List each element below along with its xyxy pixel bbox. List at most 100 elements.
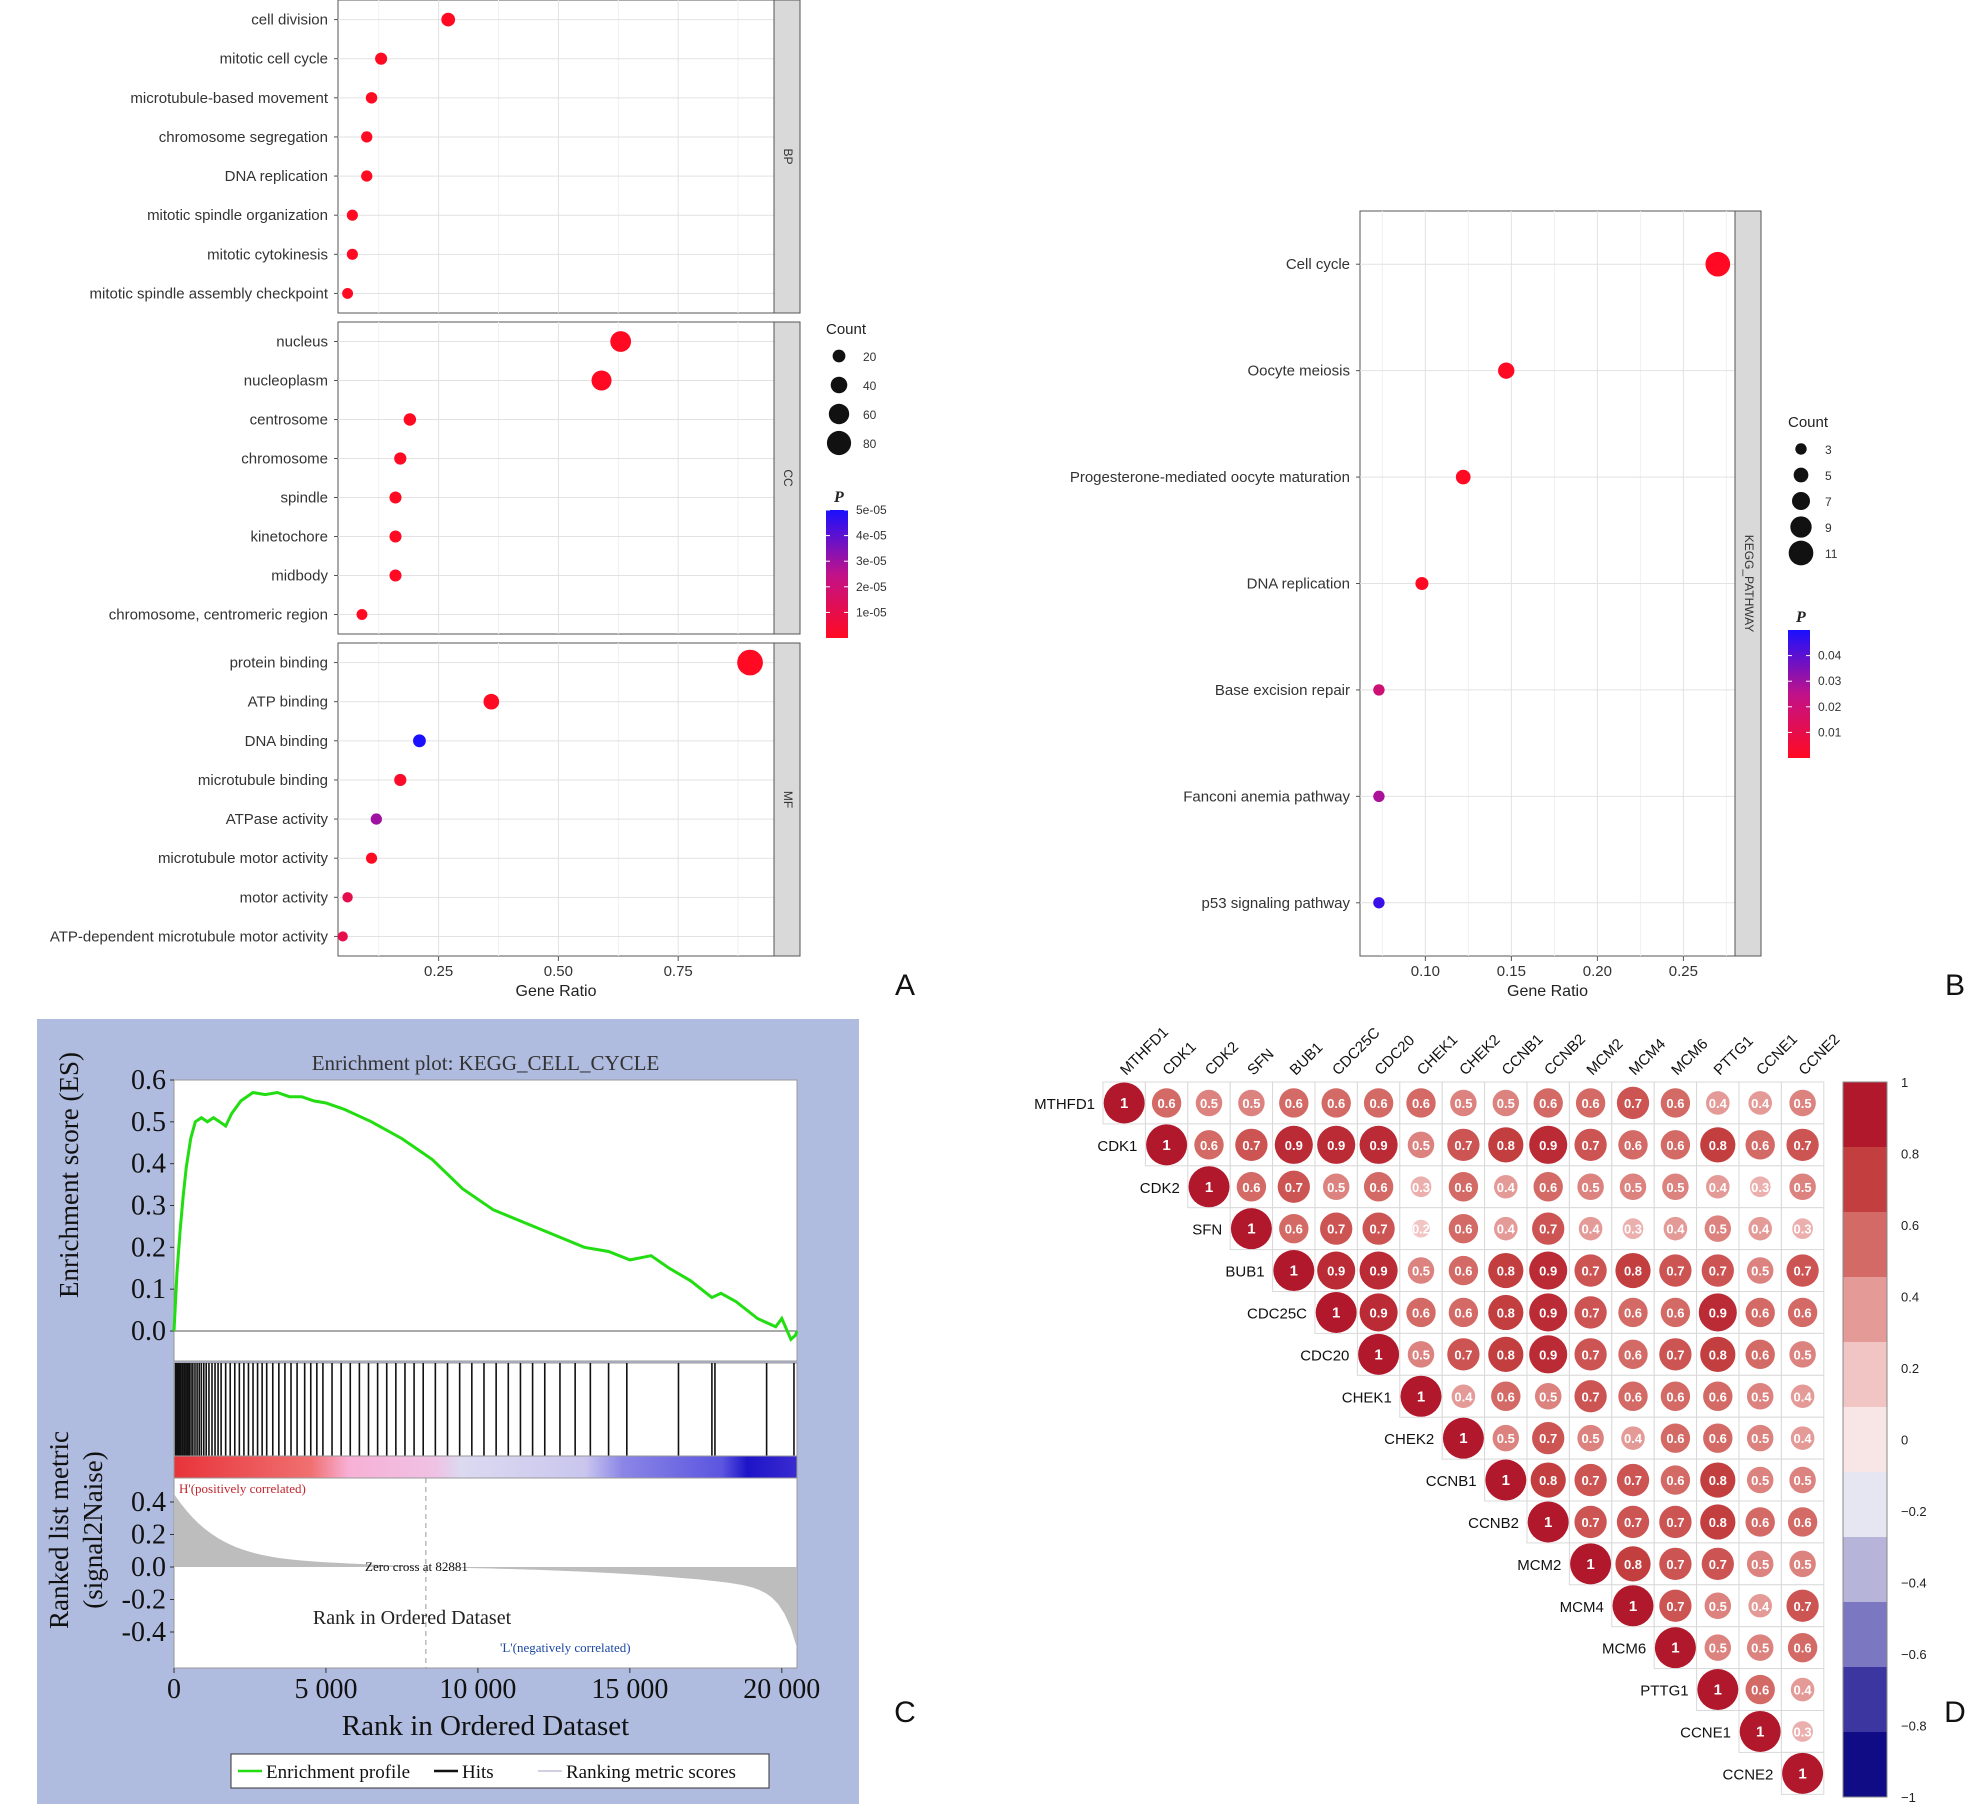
colorbar-segment [1843,1147,1887,1213]
facet-strip [1734,210,1762,957]
correlation-circle [1659,1547,1692,1580]
data-point [737,649,763,676]
legend-size-dot [1795,443,1807,455]
correlation-value: 0.6 [1242,1180,1260,1195]
correlation-circle [1660,1088,1691,1118]
correlation-circle [1790,1426,1815,1450]
correlation-circle [1529,1293,1568,1332]
correlation-circle [1660,1297,1691,1328]
correlation-circle [1574,1380,1607,1413]
correlation-circle [1362,1212,1395,1245]
color-tick-label: 5e-05 [856,503,887,517]
correlation-circle [1703,1423,1733,1453]
panel-d-correlation-matrix: MTHFD1 1 0.6 0.5 0.5 0.6 0.6 0.6 0.6 0.5 0.5 0.6 0.6… [1034,1024,1927,1804]
correlation-value: 0.4 [1497,1180,1516,1195]
correlation-circle [1448,1297,1479,1328]
colorbar-tick-label: −0.2 [1901,1504,1927,1519]
correlation-circle [1450,1089,1477,1117]
correlation-value: 1 [1374,1346,1382,1363]
term-label: DNA replication [225,168,328,185]
correlation-circle [1618,1297,1648,1328]
plot-area [337,321,775,635]
correlation-circle [1790,1677,1815,1702]
correlation-value: 0.5 [1751,1641,1769,1656]
y-tick-label: 0.4 [131,1487,166,1518]
column-label: CCNB2 [1541,1031,1589,1079]
y-tick-label: -0.4 [122,1617,166,1648]
x-tick-label: 0.10 [1411,963,1440,980]
colorbar-segment [1843,1732,1887,1798]
correlation-circle [1195,1089,1223,1117]
column-label: CCNB1 [1499,1031,1547,1079]
y-tick-label: -0.2 [122,1585,166,1616]
correlation-circle [1529,1251,1568,1290]
correlation-circle [1782,1752,1824,1794]
correlation-value: 0.9 [1327,1138,1345,1153]
correlation-circle [1700,1336,1736,1372]
y-axis-label: Enrichment score (ES) [54,1052,84,1298]
correlation-value: 0.5 [1497,1431,1515,1446]
correlation-value: 0.6 [1285,1222,1303,1237]
correlation-circle [1488,1294,1524,1331]
correlation-circle [1533,1088,1563,1118]
correlation-circle [1574,1254,1607,1287]
correlation-value: 0.9 [1370,1138,1388,1153]
correlation-circle [1700,1504,1736,1540]
correlation-value: 0.4 [1624,1431,1643,1446]
row-label: CCNE1 [1680,1724,1731,1741]
correlation-circle [1789,1466,1816,1494]
correlation-value: 1 [1798,1765,1806,1782]
correlation-circle [1359,1125,1398,1164]
y-tick-label: 0.3 [131,1191,166,1222]
correlation-value: 0.5 [1794,1180,1812,1195]
correlation-circle [1407,1257,1435,1284]
colorbar-tick-label: 0.6 [1901,1218,1919,1233]
term-label: protein binding [230,655,328,672]
correlation-value: 0.6 [1497,1389,1515,1404]
correlation-circle [1448,1213,1479,1244]
correlation-circle [1574,1128,1607,1161]
correlation-value: 0.7 [1794,1138,1812,1153]
facet-strip [773,642,801,957]
correlation-circle [1529,1125,1568,1164]
data-point [1455,469,1471,485]
correlation-value: 0.7 [1582,1264,1600,1279]
correlation-circle [1230,1208,1272,1250]
correlation-value: 1 [1586,1556,1594,1573]
correlation-circle [1616,1463,1650,1497]
term-label: microtubule-based movement [130,90,328,107]
correlation-value: 1 [1290,1263,1298,1280]
term-label: Base excision repair [1215,682,1350,699]
correlation-circle [1494,1216,1518,1241]
correlation-value: 0.8 [1497,1305,1515,1320]
correlation-value: 0.4 [1497,1222,1516,1237]
y-tick-label: 0.0 [131,1552,166,1583]
correlation-circle [1787,1507,1818,1537]
correlation-value: 0.4 [1454,1389,1473,1404]
color-tick-label: 3e-05 [856,554,887,568]
correlation-circle [1616,1505,1650,1539]
term-label: nucleoplasm [244,373,328,390]
negative-label: 'L'(negatively correlated) [500,1640,631,1655]
legend-size-label: 60 [863,408,877,422]
legend-size-label: 11 [1825,547,1838,561]
facet-strip [773,0,801,314]
correlation-value: 0.4 [1751,1599,1770,1614]
term-label: Cell cycle [1286,256,1350,273]
colorbar-tick-label: 0.8 [1901,1147,1919,1162]
correlation-value: 0.6 [1285,1096,1303,1111]
correlation-circle [1491,1381,1521,1411]
colorbar-segment [1843,1082,1887,1148]
correlation-value: 0.3 [1751,1180,1769,1195]
correlation-value: 1 [1502,1472,1510,1489]
color-bar [1788,630,1810,758]
correlation-circle [1488,1336,1524,1372]
correlation-circle [1706,1174,1730,1199]
term-label: mitotic cytokinesis [207,246,328,263]
data-point [342,892,353,903]
legend-size-dot [832,349,846,363]
correlation-circle [1787,1632,1818,1663]
correlation-circle [1660,1130,1691,1160]
data-point [413,734,426,748]
positive-label: H'(positively correlated) [179,1481,306,1496]
